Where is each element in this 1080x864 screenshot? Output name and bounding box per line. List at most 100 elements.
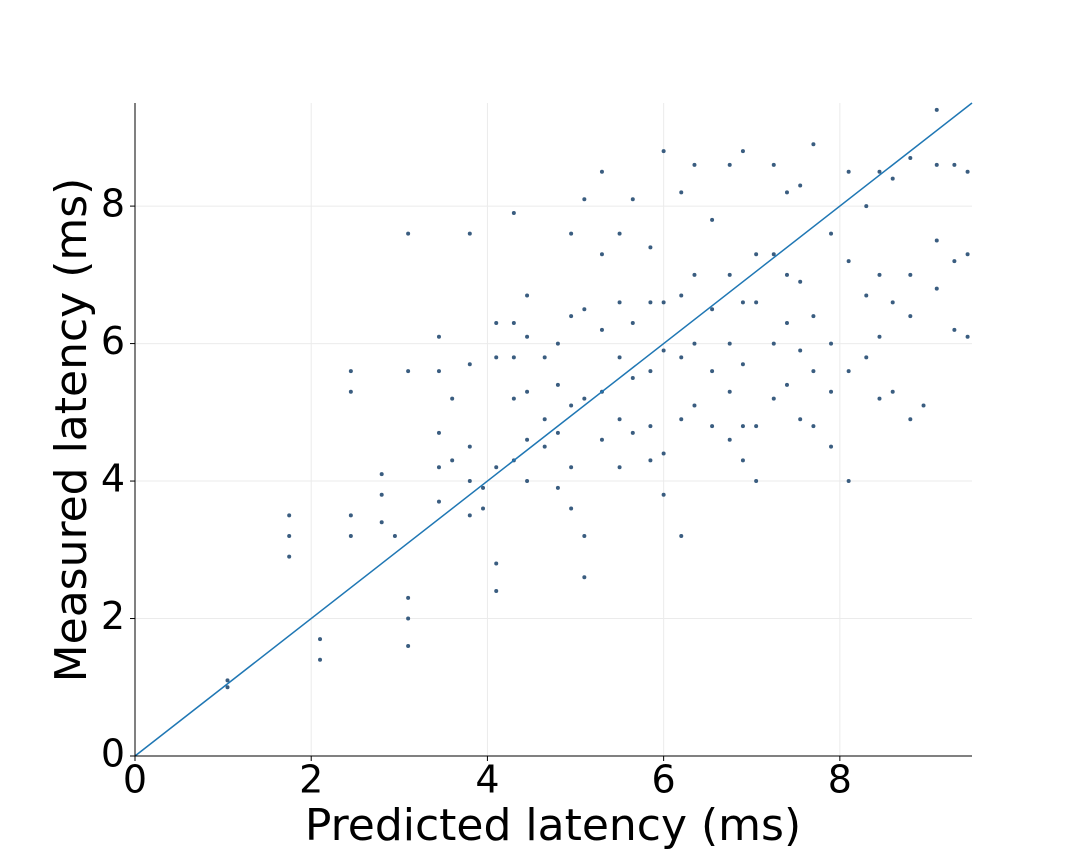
point [525,479,530,484]
point [348,534,353,539]
point [846,369,851,374]
point [617,465,622,470]
point [542,444,547,449]
point [379,472,384,477]
point [525,389,530,394]
point [877,272,882,277]
point [864,293,869,298]
x-tick-label: 8 [828,758,852,802]
point [481,485,486,490]
point [740,300,745,305]
point [710,424,715,429]
point [467,231,472,236]
point [569,506,574,511]
y-tick-label: 4 [101,457,125,501]
point [348,389,353,394]
point [908,155,913,160]
point [494,465,499,470]
point [582,197,587,202]
point [771,341,776,346]
point [525,334,530,339]
point [798,279,803,284]
point [406,616,411,621]
point [727,272,732,277]
point [965,334,970,339]
point [877,396,882,401]
x-tick-label: 6 [652,758,676,802]
point [934,286,939,291]
point [379,520,384,525]
point [679,534,684,539]
point [811,369,816,374]
point [864,355,869,360]
x-tick-label: 0 [123,758,147,802]
point [661,492,666,497]
point [798,348,803,353]
point [771,396,776,401]
point [877,169,882,174]
point [569,231,574,236]
point [630,430,635,435]
y-tick-label: 8 [101,182,125,226]
point [877,334,882,339]
point [287,513,292,518]
point [846,259,851,264]
point [436,499,441,504]
point [952,259,957,264]
point [582,396,587,401]
point [287,534,292,539]
point [348,513,353,518]
point [436,369,441,374]
point [630,197,635,202]
point [599,327,604,332]
point [599,252,604,257]
point [436,430,441,435]
point [582,534,587,539]
point [890,176,895,181]
point [617,300,622,305]
point [287,554,292,559]
point [379,492,384,497]
point [436,465,441,470]
point [890,389,895,394]
point [582,575,587,580]
point [679,417,684,422]
point [542,355,547,360]
point [679,355,684,360]
point [436,334,441,339]
point [784,272,789,277]
point [771,252,776,257]
point [965,252,970,257]
point [648,424,653,429]
point [525,293,530,298]
point [710,307,715,312]
point [934,107,939,112]
point [798,183,803,188]
point [494,589,499,594]
point [692,341,697,346]
point [965,169,970,174]
point [921,403,926,408]
point [648,300,653,305]
point [754,252,759,257]
point [934,162,939,167]
point [798,417,803,422]
point [740,362,745,367]
point [754,479,759,484]
point [784,320,789,325]
point [829,341,834,346]
point [784,382,789,387]
y-axis-label: Measured latency (ms) [46,178,97,683]
point [846,479,851,484]
point [648,458,653,463]
point [406,595,411,600]
point [392,534,397,539]
point [511,396,516,401]
point [754,300,759,305]
point [467,444,472,449]
point [406,644,411,649]
point [692,162,697,167]
point [727,437,732,442]
point [952,327,957,332]
